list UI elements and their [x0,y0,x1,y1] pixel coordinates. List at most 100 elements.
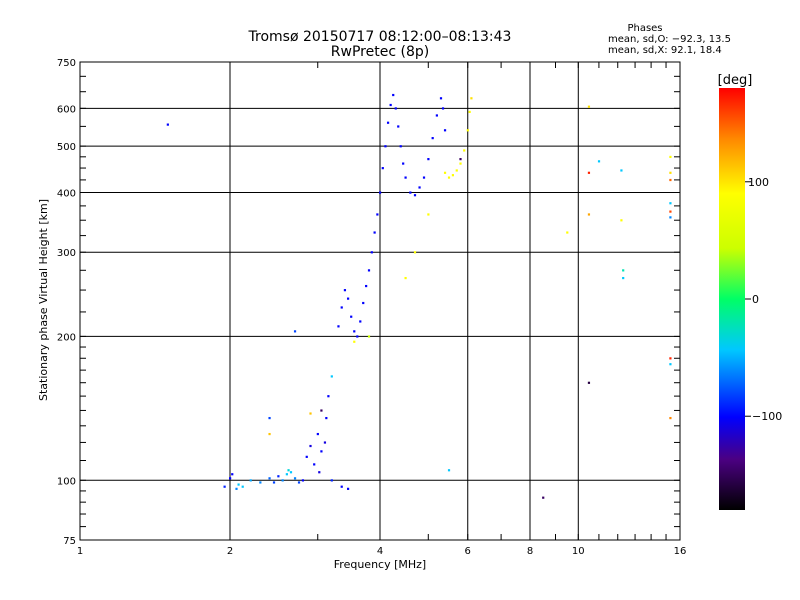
x-tick-label: 6 [465,546,471,557]
echo-point [620,219,623,222]
echo-point [431,137,434,140]
echo-point [320,409,323,412]
y-tick-label: 75 [63,536,76,547]
colorbar-tick-label: −100 [752,410,782,423]
echo-point [451,174,455,177]
echo-point [367,269,371,272]
echo-point [309,444,312,448]
data-points [166,93,672,499]
echo-point [669,357,672,360]
echo-point [320,450,323,453]
axis-ticks [79,61,681,540]
echo-point [466,129,469,132]
y-tick-label: 200 [57,332,76,343]
echo-point [293,477,297,480]
echo-point [542,496,545,499]
echo-point [397,125,400,128]
echo-point [394,107,397,110]
echo-point [413,194,417,197]
echo-point [281,479,284,482]
echo-point [241,485,244,488]
echo-point [235,487,238,490]
y-tick-label: 400 [57,188,76,199]
colorbar-label: [deg] [718,73,753,88]
echo-point [427,158,430,161]
echo-point [470,97,473,100]
colorbar-ticks: 100 0 −100 [745,176,782,423]
echo-point [223,485,226,488]
echo-point [404,176,407,179]
echo-point [327,395,330,398]
echo-point [330,479,333,482]
echo-point [443,129,447,132]
echo-point [441,107,445,110]
echo-point [272,481,276,484]
echo-point [353,340,356,343]
echo-point [301,479,305,482]
echo-point [237,483,240,486]
echo-point [259,481,262,484]
y-axis-label: Stationary phase Virtual Height [km] [37,199,50,401]
echo-point [587,381,591,384]
x-tick-label: 8 [527,546,533,557]
echo-point [305,455,308,458]
echo-point [337,325,340,328]
phases-o-stats: mean, sd,O: −92.3, 13.5 [608,34,731,45]
y-tick-label: 100 [57,476,76,487]
echo-point [439,97,443,100]
echo-point [379,191,382,194]
echo-point [356,335,359,338]
x-tick-label: 2 [227,546,233,557]
phase-colorbar [719,88,745,510]
echo-point [455,169,458,172]
y-tick-label: 600 [57,104,76,115]
echo-point [386,121,390,124]
echo-point [402,162,405,165]
echo-point [340,306,343,309]
echo-point [346,297,350,300]
echo-point [297,481,301,484]
echo-point [566,231,569,234]
colorbar-tick-label: 100 [748,176,769,189]
echo-point [669,202,672,205]
echo-point [373,231,376,234]
echo-point [350,315,353,318]
echo-point [229,477,232,480]
echo-point [399,145,402,148]
echo-point [353,330,356,333]
echo-point [340,485,343,488]
colorbar-tick-label: 0 [752,293,759,306]
echo-point [620,169,623,172]
echo-point [313,463,316,466]
chart-subtitle: RwPretec (8p) [331,44,429,60]
echo-point [285,473,288,476]
echo-point [376,213,379,216]
x-tick-label: 10 [572,546,585,557]
y-tick-label: 750 [57,58,76,69]
chart-title: Tromsø 20150717 08:12:00–08:13:43 [248,29,512,45]
echo-point [346,487,350,490]
echo-point [459,158,462,161]
echo-point [316,432,319,436]
echo-point [447,469,451,472]
echo-point [422,176,426,179]
echo-point [669,210,672,213]
x-tick-label: 4 [377,546,383,557]
echo-point [370,251,373,254]
echo-point [325,416,328,420]
echo-point [459,162,462,165]
echo-point [392,93,395,97]
x-tick-labels: 1 2 4 6 8 10 16 [77,546,687,557]
y-tick-label: 500 [57,142,76,153]
echo-point [587,213,591,216]
y-tick-labels: 75 100 200 300 400 500 600 750 [57,58,76,547]
echo-point [343,289,347,292]
echo-point [443,171,447,174]
phases-title: Phases [627,23,662,34]
echo-point [389,103,392,107]
echo-point [293,330,297,333]
echo-point [587,171,591,174]
echo-point [384,145,387,148]
echo-point [622,269,625,272]
